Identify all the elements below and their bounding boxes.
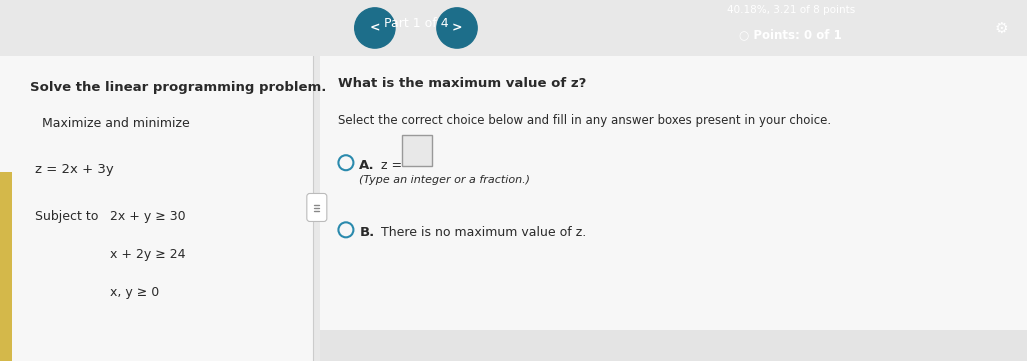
Text: ⚙: ⚙ [994, 21, 1009, 35]
Text: Subject to: Subject to [35, 210, 99, 223]
Text: There is no maximum value of z.: There is no maximum value of z. [381, 226, 586, 239]
Text: Solve the linear programming problem.: Solve the linear programming problem. [31, 81, 327, 94]
Text: A.: A. [359, 159, 375, 172]
Text: B.: B. [359, 226, 375, 239]
FancyBboxPatch shape [403, 135, 432, 166]
Circle shape [436, 8, 478, 48]
Text: ○ Points: 0 of 1: ○ Points: 0 of 1 [739, 28, 842, 41]
Text: (Type an integer or a fraction.): (Type an integer or a fraction.) [359, 175, 530, 185]
FancyBboxPatch shape [320, 56, 1027, 361]
Circle shape [354, 8, 395, 48]
FancyBboxPatch shape [307, 193, 327, 222]
FancyBboxPatch shape [0, 56, 313, 361]
Text: <: < [370, 21, 380, 35]
FancyBboxPatch shape [320, 331, 1027, 361]
Text: x, y ≥ 0: x, y ≥ 0 [110, 286, 159, 299]
FancyBboxPatch shape [0, 172, 12, 361]
Text: x + 2y ≥ 24: x + 2y ≥ 24 [110, 248, 186, 261]
Text: >: > [452, 21, 462, 35]
Text: 40.18%, 3.21 of 8 points: 40.18%, 3.21 of 8 points [727, 5, 854, 15]
Text: What is the maximum value of z?: What is the maximum value of z? [339, 77, 586, 90]
Text: z =: z = [381, 159, 403, 172]
Text: Part 1 of 4: Part 1 of 4 [384, 17, 448, 30]
Text: Maximize and minimize: Maximize and minimize [42, 117, 190, 130]
Text: 2x + y ≥ 30: 2x + y ≥ 30 [110, 210, 186, 223]
Text: Select the correct choice below and fill in any answer boxes present in your cho: Select the correct choice below and fill… [339, 114, 832, 127]
Text: z = 2x + 3y: z = 2x + 3y [35, 163, 114, 176]
